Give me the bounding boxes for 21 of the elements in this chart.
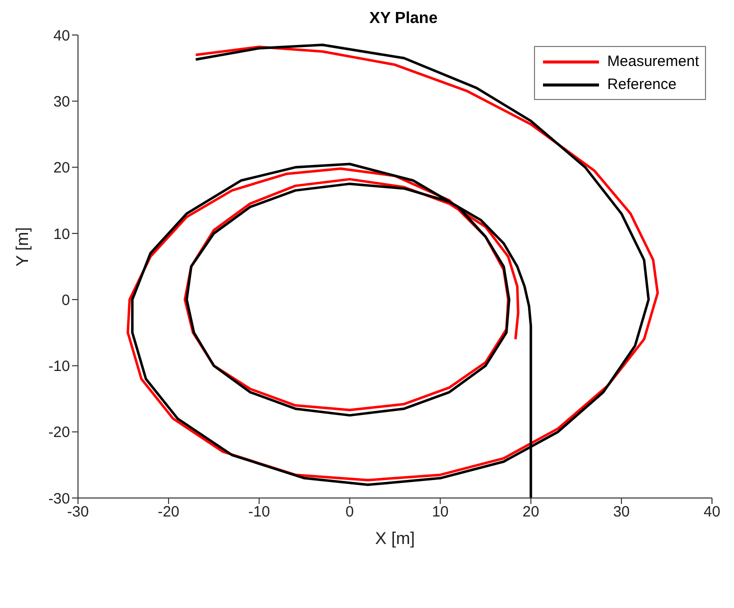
x-tick-label: 30 bbox=[613, 504, 630, 521]
x-axis-title: X [m] bbox=[375, 529, 415, 548]
x-tick-label: -30 bbox=[67, 504, 89, 521]
x-tick-label: 20 bbox=[522, 504, 540, 521]
chart-title: XY Plane bbox=[368, 10, 439, 28]
legend-label: Reference bbox=[607, 76, 676, 93]
y-tick-label: -20 bbox=[48, 424, 70, 442]
x-tick-label: 10 bbox=[432, 504, 449, 521]
y-tick-label: 30 bbox=[53, 93, 70, 110]
y-tick-label: -10 bbox=[48, 358, 70, 376]
y-axis-title: Y [m] bbox=[13, 227, 32, 266]
y-tick-label: 0 bbox=[62, 292, 70, 309]
y-tick-label: -30 bbox=[48, 490, 70, 508]
x-tick-label: -10 bbox=[248, 504, 270, 521]
legend-label: Measurement bbox=[607, 53, 699, 70]
x-tick-label: 40 bbox=[704, 504, 720, 521]
y-tick-label: 40 bbox=[53, 27, 70, 44]
y-tick-label: 10 bbox=[53, 226, 70, 243]
x-tick-label: 0 bbox=[346, 504, 354, 521]
x-tick-label: -20 bbox=[158, 504, 180, 521]
y-tick-label: 20 bbox=[53, 160, 70, 177]
